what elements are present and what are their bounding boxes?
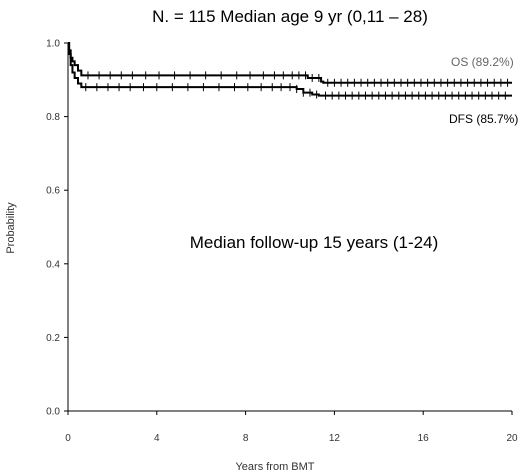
y-tick-label: 0.6 — [46, 186, 60, 197]
y-axis-title: Probability — [5, 202, 17, 254]
series-line-dfs — [68, 42, 512, 97]
x-tick-label: 20 — [506, 433, 518, 444]
x-tick-label: 8 — [243, 433, 249, 444]
chart-title: N. = 115 Median age 9 yr (0,11 – 28) — [152, 7, 428, 26]
y-tick-label: 0.0 — [46, 407, 60, 418]
y-tick-label: 0.2 — [46, 333, 60, 344]
y-tick-label: 0.4 — [46, 259, 60, 270]
x-tick-label: 12 — [329, 433, 341, 444]
series-layer — [68, 42, 512, 100]
series-line-os — [68, 42, 512, 84]
follow-up-annotation: Median follow-up 15 years (1-24) — [190, 233, 439, 252]
y-tick-label: 0.8 — [46, 112, 60, 123]
series-label-dfs: DFS (85.7%) — [449, 112, 518, 126]
axes: 0.0 0.2 0.4 0.6 0.8 1.0 0 4 8 12 16 20 — [46, 39, 518, 445]
x-axis-title: Years from BMT — [235, 461, 314, 473]
x-tick-label: 0 — [65, 433, 71, 444]
x-tick-label: 4 — [154, 433, 160, 444]
x-tick-label: 16 — [418, 433, 430, 444]
y-tick-label: 1.0 — [46, 39, 60, 50]
series-label-os: OS (89.2%) — [451, 55, 514, 69]
